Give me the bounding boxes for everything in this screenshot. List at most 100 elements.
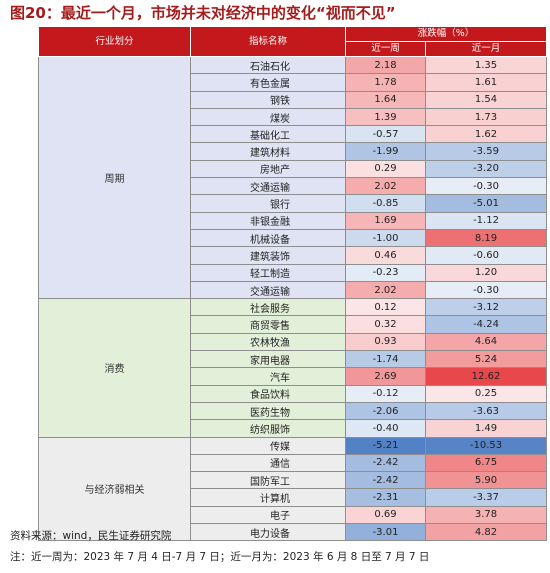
sector-cell: 消费 <box>38 298 191 438</box>
month-change-cell: 4.64 <box>425 332 547 352</box>
indicator-cell: 农林牧渔 <box>190 332 346 352</box>
week-change-cell: -0.40 <box>345 419 426 438</box>
indicator-cell: 汽车 <box>190 367 346 386</box>
indicator-cell: 传媒 <box>190 436 346 455</box>
indicator-cell: 电子 <box>190 505 346 525</box>
table-row: 纺织服饰 -0.40 1.49 <box>39 419 547 438</box>
month-change-cell: -3.59 <box>425 142 547 161</box>
indicator-cell: 交通运输 <box>190 280 346 300</box>
table-row: 汽车 2.69 12.62 <box>39 367 547 386</box>
indicator-cell: 机械设备 <box>190 228 346 248</box>
week-change-cell: 1.39 <box>345 107 426 127</box>
figure-title: 图20：最近一个月，市场并未对经济中的变化“视而不见” <box>10 4 396 22</box>
week-change-cell: 1.64 <box>345 90 426 109</box>
table-row: 建筑装饰 0.46 -0.60 <box>39 246 547 265</box>
indicator-cell: 建筑材料 <box>190 142 346 161</box>
month-change-cell: 1.62 <box>425 125 547 144</box>
week-change-cell: 2.69 <box>345 367 426 386</box>
week-change-cell: -0.12 <box>345 384 426 403</box>
table-row: 与经济弱相关 传媒 -5.21 -10.53 <box>38 436 547 542</box>
week-change-cell: -3.01 <box>345 523 426 542</box>
month-change-cell: 8.19 <box>425 228 547 248</box>
indicator-cell: 非银金融 <box>190 211 346 230</box>
indicator-cell: 银行 <box>190 194 346 213</box>
month-change-cell: -10.53 <box>425 436 547 455</box>
week-change-cell: 2.18 <box>345 55 426 75</box>
table-body: 周期 石油石化 2.18 1.35 有色金属 1.78 1.61 钢铁 1.64 1.54 煤炭 1.… <box>38 55 547 542</box>
month-change-cell: 6.75 <box>425 453 547 473</box>
table-row: 计算机 -2.31 -3.37 <box>39 488 547 507</box>
month-change-cell: 1.73 <box>425 107 547 127</box>
week-change-cell: -2.42 <box>345 471 426 490</box>
month-change-cell: 0.25 <box>425 384 547 403</box>
week-change-cell: 2.02 <box>345 280 426 300</box>
month-change-cell: 1.49 <box>425 419 547 438</box>
month-change-cell: -3.12 <box>425 298 547 317</box>
table-row: 周期 石油石化 2.18 1.35 <box>38 55 547 300</box>
week-change-cell: 0.12 <box>345 298 426 317</box>
header-change: 涨跌幅（%） <box>345 26 547 42</box>
table-row: 电力设备 -3.01 4.82 <box>39 523 547 542</box>
week-change-cell: 2.02 <box>345 177 426 196</box>
week-change-cell: 0.32 <box>345 315 426 334</box>
notes: 资料来源：wind，民生证券研究院 注：近一周为：2023 年 7 月 4 日-… <box>10 526 550 568</box>
header-row: 行业划分 指标名称 涨跌幅（%） <box>38 26 547 57</box>
week-change-cell: -1.74 <box>345 350 426 369</box>
week-change-cell: 0.69 <box>345 505 426 525</box>
indicator-cell: 通信 <box>190 453 346 473</box>
month-change-cell: -0.60 <box>425 246 547 265</box>
table-row: 通信 -2.42 6.75 <box>39 453 547 473</box>
performance-table: 行业划分 指标名称 涨跌幅（%） 近一周 近一月 周期 石油石化 2.18 1.35 有… <box>38 26 547 542</box>
indicator-cell: 石油石化 <box>190 55 346 75</box>
week-change-cell: 1.78 <box>345 73 426 92</box>
month-change-cell: -1.12 <box>425 211 547 230</box>
indicator-cell: 钢铁 <box>190 90 346 109</box>
date-note: 注：近一周为：2023 年 7 月 4 日-7 月 7 日；近一月为：2023 … <box>10 551 430 563</box>
month-change-cell: 1.35 <box>425 55 547 75</box>
indicator-cell: 煤炭 <box>190 107 346 127</box>
table-row: 商贸零售 0.32 -4.24 <box>39 315 547 334</box>
month-change-cell: -3.63 <box>425 401 547 421</box>
month-change-cell: 3.78 <box>425 505 547 525</box>
indicator-cell: 国防军工 <box>190 471 346 490</box>
week-change-cell: -2.31 <box>345 488 426 507</box>
header-sector: 行业划分 <box>38 26 191 57</box>
table-row: 电子 0.69 3.78 <box>39 505 547 525</box>
indicator-cell: 轻工制造 <box>190 263 346 282</box>
month-change-cell: -4.24 <box>425 315 547 334</box>
sector-cell: 与经济弱相关 <box>38 436 191 542</box>
month-change-cell: -3.37 <box>425 488 547 507</box>
header-subrow: 近一周 近一月 <box>39 41 547 57</box>
indicator-cell: 医药生物 <box>190 401 346 421</box>
header-week: 近一周 <box>345 41 426 57</box>
table-row: 机械设备 -1.00 8.19 <box>39 228 547 248</box>
month-change-cell: -3.20 <box>425 159 547 179</box>
week-change-cell: -0.57 <box>345 125 426 144</box>
week-change-cell: 0.93 <box>345 332 426 352</box>
month-change-cell: -0.30 <box>425 280 547 300</box>
indicator-cell: 纺织服饰 <box>190 419 346 438</box>
month-change-cell: 1.54 <box>425 90 547 109</box>
week-change-cell: 0.46 <box>345 246 426 265</box>
indicator-cell: 交通运输 <box>190 177 346 196</box>
month-change-cell: 5.90 <box>425 471 547 490</box>
month-change-cell: 12.62 <box>425 367 547 386</box>
table-row: 煤炭 1.39 1.73 <box>39 107 547 127</box>
week-change-cell: -2.42 <box>345 453 426 473</box>
table-row: 交通运输 2.02 -0.30 <box>39 177 547 196</box>
indicator-cell: 建筑装饰 <box>190 246 346 265</box>
indicator-cell: 家用电器 <box>190 350 346 369</box>
header-indicator: 指标名称 <box>190 26 346 57</box>
week-change-cell: -2.06 <box>345 401 426 421</box>
indicator-cell: 计算机 <box>190 488 346 507</box>
week-change-cell: -1.99 <box>345 142 426 161</box>
week-change-cell: 0.29 <box>345 159 426 179</box>
table-row: 消费 社会服务 0.12 -3.12 <box>38 298 547 438</box>
table-row: 建筑材料 -1.99 -3.59 <box>39 142 547 161</box>
header-month: 近一月 <box>425 41 547 57</box>
table-row: 银行 -0.85 -5.01 <box>39 194 547 213</box>
table-row: 国防军工 -2.42 5.90 <box>39 471 547 490</box>
month-change-cell: -0.30 <box>425 177 547 196</box>
indicator-cell: 电力设备 <box>190 523 346 542</box>
month-change-cell: 4.82 <box>425 523 547 542</box>
